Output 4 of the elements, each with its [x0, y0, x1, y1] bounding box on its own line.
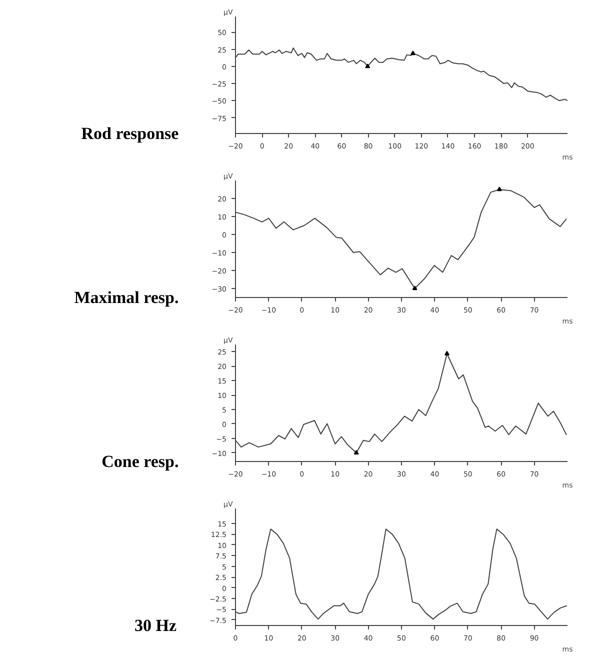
text: 30 Hz	[134, 616, 177, 635]
text: Rod response	[81, 124, 180, 143]
text: Maximal resp.	[74, 288, 179, 307]
text: Cone resp.	[102, 452, 179, 471]
